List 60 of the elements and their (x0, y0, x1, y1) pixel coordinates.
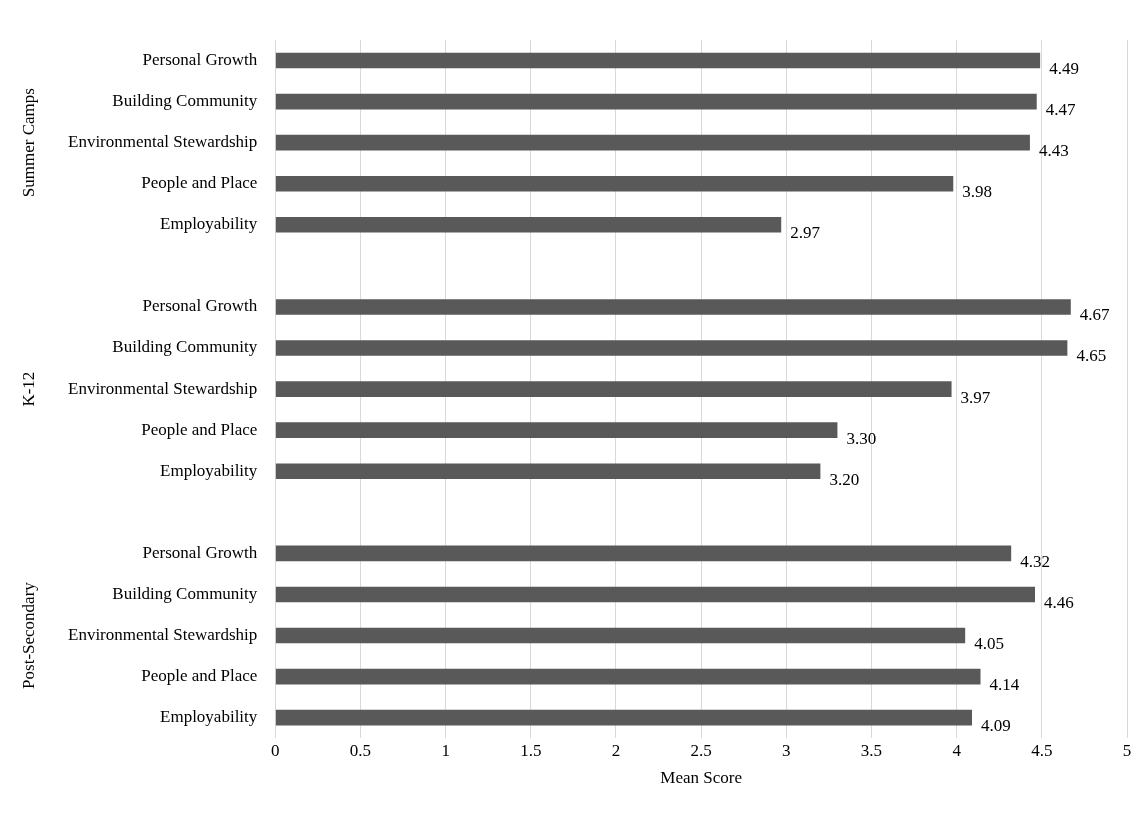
x-tick-label: 4 (952, 740, 962, 760)
y-tick-label: Personal Growth (142, 296, 258, 316)
data-label: 4.32 (1020, 551, 1050, 571)
x-tick-label: 3 (782, 740, 791, 760)
y-tick-label: People and Place (141, 173, 258, 193)
x-tick-label: 0.5 (349, 740, 372, 760)
text: Post-Secondary (19, 581, 39, 689)
bar (275, 299, 1071, 315)
bar (275, 134, 1030, 151)
bar (275, 52, 1041, 69)
y-tick-label: Employability (160, 460, 258, 480)
data-label: 3.97 (960, 387, 991, 407)
data-label: 4.43 (1038, 141, 1069, 161)
data-label: 3.98 (962, 182, 993, 202)
y-tick-label: Employability (160, 214, 258, 234)
x-tick-label: 0 (271, 740, 280, 760)
bar (275, 586, 1036, 603)
y-tick-label: Building Community (112, 337, 258, 357)
x-tick-label: 1.5 (520, 740, 542, 760)
text: Summer Camps (19, 88, 39, 198)
y-tick-label: Employability (160, 707, 258, 727)
bar (275, 422, 838, 438)
y-tick-label: Environmental Stewardship (68, 378, 258, 398)
y-tick-label: Building Community (112, 91, 258, 111)
y-tick-label: Environmental Stewardship (68, 624, 258, 644)
text: K-12 (19, 371, 39, 407)
y-tick-label: People and Place (141, 419, 258, 439)
data-label: 4.46 (1044, 592, 1074, 612)
data-label: 4.67 (1079, 305, 1111, 325)
bar (275, 217, 782, 233)
data-label: 3.20 (829, 469, 860, 489)
bar (275, 93, 1037, 110)
data-label: 4.65 (1076, 346, 1107, 366)
y-tick-label: People and Place (141, 666, 258, 686)
bar (275, 381, 952, 397)
x-axis-title: Mean Score (660, 768, 742, 788)
data-label: 4.09 (980, 716, 1011, 736)
bar (275, 463, 821, 480)
data-label: 4.49 (1049, 59, 1079, 78)
data-label: 2.97 (790, 223, 821, 243)
bar (275, 545, 1012, 562)
y-tick-label: Environmental Stewardship (68, 132, 258, 152)
y-tick-label: Building Community (112, 583, 258, 603)
bar (275, 709, 972, 726)
data-label: 4.14 (989, 675, 1020, 695)
x-tick-label: 5 (1122, 740, 1132, 760)
y-tick-label: Personal Growth (142, 542, 258, 562)
x-tick-label: 3.5 (860, 740, 883, 760)
x-tick-label: 2.5 (690, 740, 712, 760)
data-label: 4.47 (1045, 100, 1076, 120)
x-tick-label: 4.5 (1031, 740, 1053, 760)
x-tick-label: 2 (611, 740, 621, 760)
y-tick-label: Personal Growth (142, 50, 258, 69)
data-label: 4.05 (974, 633, 1004, 653)
bar (275, 340, 1068, 356)
bar (275, 627, 966, 644)
bar (275, 175, 954, 192)
x-tick-label: 1 (441, 740, 450, 760)
bar (275, 668, 981, 685)
data-label: 3.30 (846, 428, 877, 448)
